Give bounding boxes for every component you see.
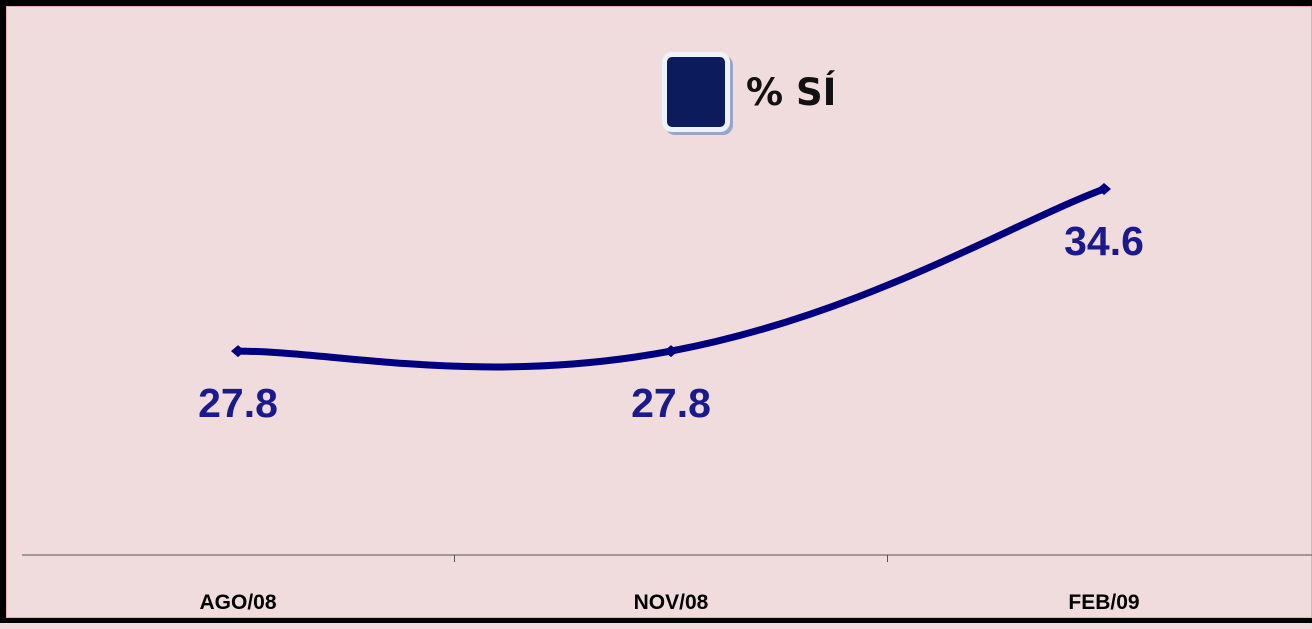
series-line [234,185,1108,371]
legend-swatch [662,52,730,132]
data-point [231,345,245,358]
x-tick-label: FEB/09 [1068,591,1139,614]
x-tick-label: NOV/08 [634,591,709,614]
data-point [1097,183,1111,196]
x-tick-label: AGO/08 [199,591,276,614]
data-label: 27.8 [631,380,711,426]
data-label: 27.8 [198,380,278,426]
legend: % SÍ [662,52,836,132]
legend-label: % SÍ [746,70,837,114]
data-point [664,345,678,358]
line-chart: AGO/08 NOV/08 FEB/09 27.8 27.8 34.6 [22,183,1312,614]
data-label: 34.6 [1064,218,1144,264]
